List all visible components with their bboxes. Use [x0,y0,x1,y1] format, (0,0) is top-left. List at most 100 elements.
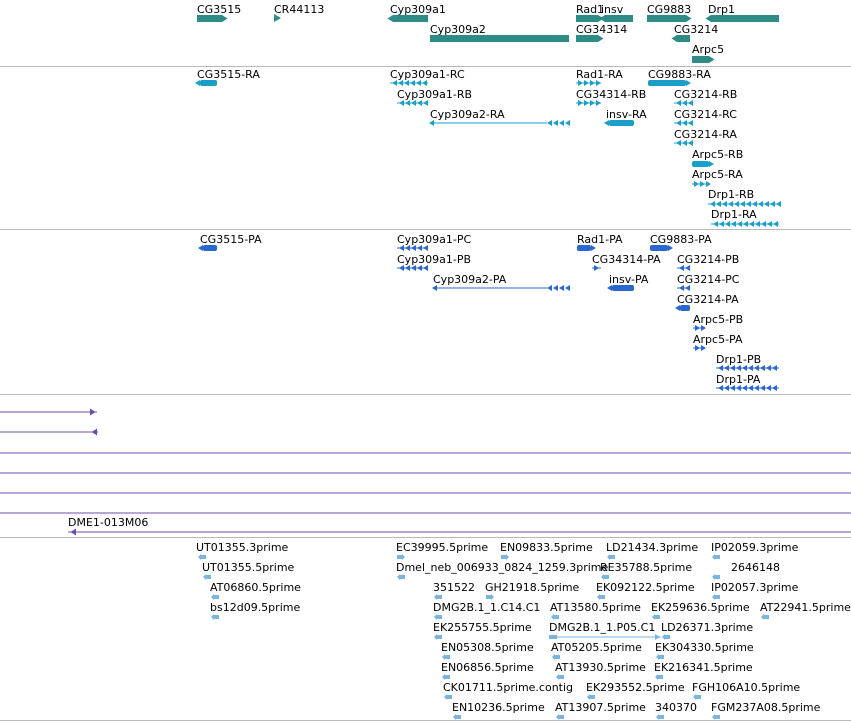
gene-glyph-insv[interactable] [599,15,634,22]
transcript-glyph-cyp309a2-pa[interactable] [432,285,570,291]
transcript-glyph-arpc5-ra[interactable] [692,181,711,187]
est-glyph-at22941-5prime[interactable] [761,614,769,620]
feature-label-ut01355-5prime: UT01355.5prime [202,561,295,574]
est-glyph-ec39995-5prime[interactable] [397,554,405,560]
est-glyph-re35788-5prime[interactable] [601,574,609,580]
feature-label-rad1-ra: Rad1-RA [576,68,623,81]
est-glyph-ek293552-5prime[interactable] [587,694,595,700]
est-glyph-gh21918-5prime[interactable] [486,594,494,600]
gene-glyph-rad1[interactable] [576,15,604,22]
feature-label-rad1: Rad1 [576,3,605,16]
est-glyph-ck01711-5prime-contig[interactable] [444,694,452,700]
feature-label-drp1-pb: Drp1-PB [716,353,762,366]
transcript-glyph-cg3214-pb[interactable] [677,265,690,271]
transcript-glyph-drp1-rb[interactable] [708,201,781,207]
transcript-glyph-arpc5-pa[interactable] [693,345,706,351]
purple-feature-line[interactable] [0,408,97,416]
gene-glyph-cyp309a2[interactable] [430,35,569,42]
est-glyph-at13907-5prime[interactable] [556,714,564,720]
feature-label-arpc5-pa: Arpc5-PA [693,333,743,346]
feature-label-ck01711-5prime-contig: CK01711.5prime.contig [443,681,574,694]
transcript-glyph-cyp309a1-pb[interactable] [397,265,428,271]
transcript-glyph-drp1-ra[interactable] [711,221,779,227]
feature-label-en10236-5prime: EN10236.5prime [452,701,545,714]
transcript-glyph-cg3214-rb[interactable] [674,100,693,106]
feature-label-ek216341-5prime: EK216341.5prime [654,661,753,674]
feature-label-bs12d09-5prime: bs12d09.5prime [210,601,301,614]
gene-glyph-cg34314[interactable] [576,35,604,42]
est-glyph-ip02059-3prime[interactable] [712,554,720,560]
gene-glyph-drp1[interactable] [705,15,780,22]
est-glyph-fgh106a10-5prime[interactable] [693,694,701,700]
transcript-glyph-insv-ra[interactable] [604,120,634,126]
transcript-glyph-cg3214-pa[interactable] [675,305,690,311]
est-glyph-dmel-neb-006933-0824-1259-3prime[interactable] [397,574,405,580]
est-glyph-bs12d09-5prime[interactable] [211,614,219,620]
est-glyph-at06860-5prime[interactable] [211,594,219,600]
transcript-glyph-insv-pa[interactable] [607,285,634,291]
est-glyph-dmg2b-1-1-c14-c1[interactable] [434,614,442,620]
est-glyph-ut01355-5prime[interactable] [203,574,211,580]
transcript-glyph-cg3214-pc[interactable] [677,285,690,291]
est-glyph-ld21434-3prime[interactable] [607,554,615,560]
est-glyph-at13580-5prime[interactable] [551,614,559,620]
est-glyph-en10236-5prime[interactable] [453,714,461,720]
transcript-glyph-cg3515-ra[interactable] [195,80,217,86]
est-glyph-en05308-5prime[interactable] [442,654,450,660]
est-glyph-2646148[interactable] [712,574,720,580]
feature-label-cyp309a2-ra: Cyp309a2-RA [430,108,505,121]
transcript-glyph-cyp309a2-ra[interactable] [429,120,570,126]
est-glyph-dmg2b-1-1-p05-c1[interactable] [549,634,661,640]
purple-feature-dme1-013m06[interactable] [68,528,851,536]
est-glyph-fgm237a08-5prime[interactable] [712,714,720,720]
feature-label-en09833-5prime: EN09833.5prime [500,541,593,554]
est-glyph-en09833-5prime[interactable] [501,554,509,560]
feature-label-at22941-5prime: AT22941.5prime [760,601,851,614]
gene-glyph-arpc5[interactable] [692,56,715,63]
transcript-glyph-rad1-ra[interactable] [576,80,601,86]
est-glyph-ek259636-5prime[interactable] [652,614,660,620]
feature-label-dmg2b-1-1-p05-c1: DMG2B.1_1.P05.C1 [549,621,656,634]
feature-label-cyp309a1-pc: Cyp309a1-PC [397,233,472,246]
transcript-glyph-cyp309a1-rc[interactable] [390,80,428,86]
transcript-glyph-drp1-pb[interactable] [716,365,779,371]
feature-label-cr44113: CR44113 [274,3,325,16]
transcript-glyph-cg3214-rc[interactable] [674,120,693,126]
feature-label-fgm237a08-5prime: FGM237A08.5prime [711,701,821,714]
est-glyph-ut01355-3prime[interactable] [198,554,206,560]
est-glyph-351522[interactable] [434,594,442,600]
est-glyph-ek255755-5prime[interactable] [434,634,442,640]
transcript-glyph-cyp309a1-pc[interactable] [397,245,428,251]
transcript-glyph-drp1-pa[interactable] [716,385,779,391]
est-glyph-ld26371-3prime[interactable] [662,634,670,640]
purple-feature-line[interactable] [0,428,98,436]
feature-label-gh21918-5prime: GH21918.5prime [485,581,580,594]
est-glyph-at13930-5prime[interactable] [556,674,564,680]
gene-glyph-cg3214[interactable] [671,35,691,42]
gene-glyph-cg9883[interactable] [647,15,692,22]
transcript-glyph-cg3515-pa[interactable] [198,245,217,251]
transcript-glyph-cg9883-pa[interactable] [650,245,673,251]
transcript-glyph-cyp309a1-rb[interactable] [397,100,428,106]
transcript-glyph-cg34314-pa[interactable] [592,265,601,271]
gene-glyph-cg3515[interactable] [197,15,228,22]
gene-glyph-cr44113[interactable] [274,14,281,22]
est-glyph-340370[interactable] [656,714,664,720]
transcript-glyph-rad1-pa[interactable] [577,245,596,251]
est-glyph-ek092122-5prime[interactable] [597,594,605,600]
track-divider [0,394,851,395]
feature-label-cyp309a1: Cyp309a1 [390,3,446,16]
est-glyph-at05205-5prime[interactable] [552,654,560,660]
est-glyph-ek304330-5prime[interactable] [656,654,664,660]
transcript-glyph-cg3214-ra[interactable] [674,140,693,146]
track-divider [0,720,851,721]
est-glyph-ek216341-5prime[interactable] [655,674,663,680]
est-glyph-en06856-5prime[interactable] [442,674,450,680]
gene-glyph-cyp309a1[interactable] [387,15,429,22]
transcript-glyph-arpc5-rb[interactable] [692,161,714,167]
transcript-glyph-cg34314-rb[interactable] [576,100,601,106]
est-glyph-ip02057-3prime[interactable] [712,594,720,600]
transcript-glyph-arpc5-pb[interactable] [693,325,706,331]
feature-label-dmel-neb-006933-0824-1259-3prime: Dmel_neb_006933_0824_1259.3prime [396,561,609,574]
transcript-glyph-cg9883-ra[interactable] [648,80,691,86]
